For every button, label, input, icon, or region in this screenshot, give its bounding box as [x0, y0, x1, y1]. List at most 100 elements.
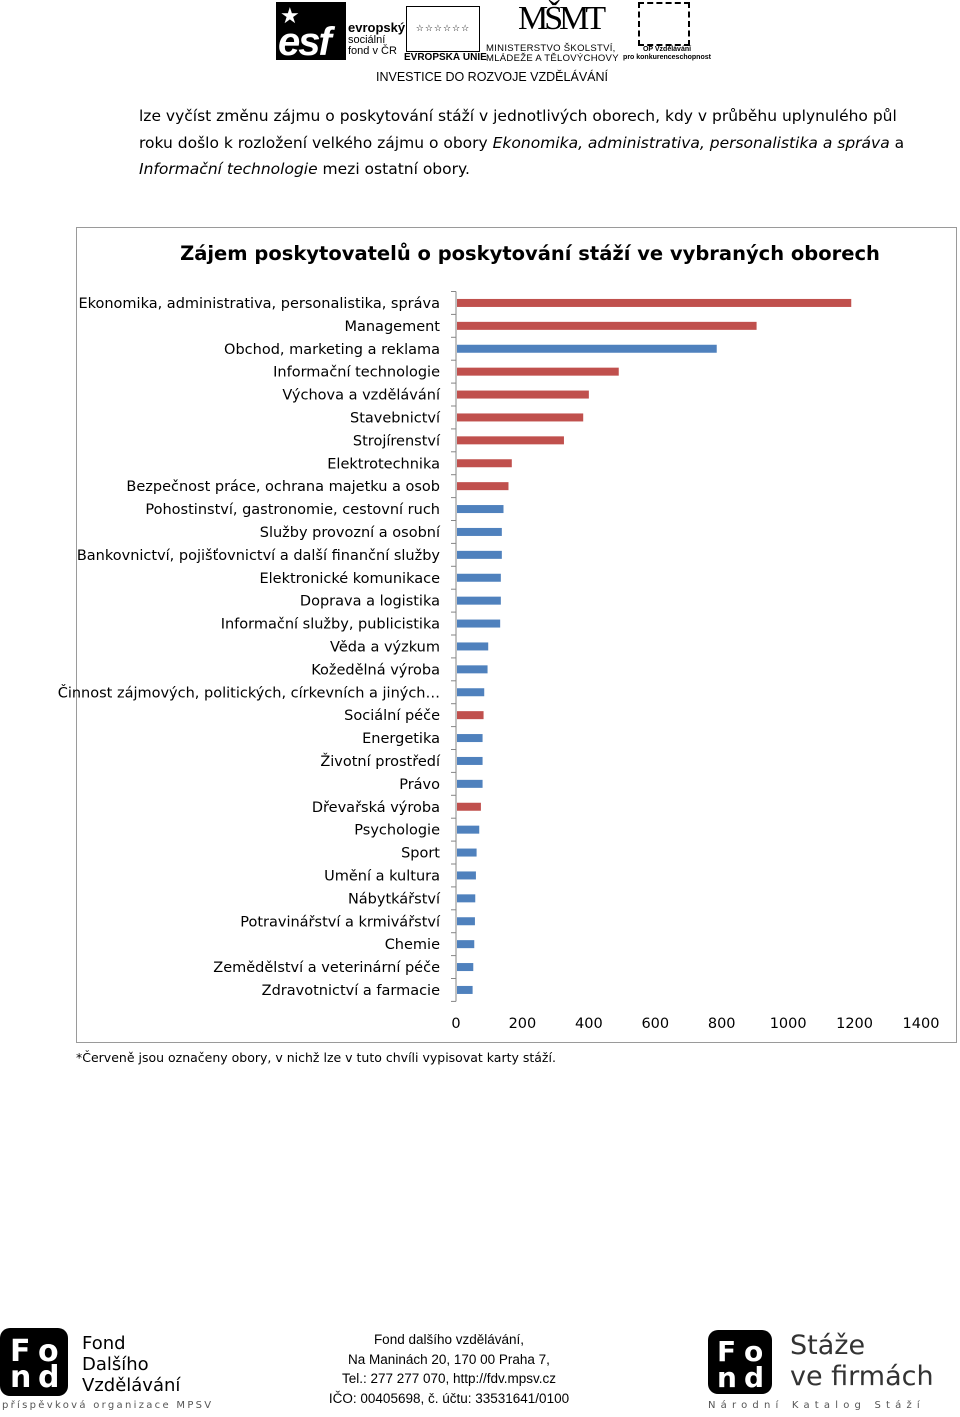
footer-address-line-1: Fond dalšího vzdělávání, — [373, 1332, 525, 1347]
bar — [457, 985, 473, 994]
invest-slogan: INVESTICE DO ROZVOJE VZDĚLÁVÁNÍ — [376, 70, 608, 84]
x-tick-label: 1200 — [836, 1016, 873, 1032]
esf-logo-letters: esf — [278, 20, 332, 64]
footer-address-line-4: IČO: 00405698, č. účtu: 33531641/0100 — [328, 1390, 570, 1406]
esf-text-line-1: evropský — [348, 20, 406, 35]
bar — [457, 940, 475, 949]
bar — [457, 298, 852, 307]
category-label: Management — [344, 319, 440, 335]
esf-text-line-2: sociální — [348, 34, 386, 46]
bar — [457, 894, 476, 903]
category-label: Pohostinství, gastronomie, cestovní ruch — [145, 502, 440, 518]
bar — [457, 527, 502, 536]
esf-logo-text: evropský sociální fond v ČR — [348, 20, 406, 57]
category-label: Věda a výzkum — [330, 639, 440, 655]
op-label-line-1: OP Vzdělávání — [642, 46, 692, 53]
fdv-word-2: Dalšího — [82, 1354, 149, 1375]
x-tick-label: 800 — [708, 1016, 736, 1032]
op-logo-icon — [638, 2, 690, 46]
bar — [457, 344, 717, 353]
bar — [457, 825, 480, 834]
category-label: Sociální péče — [344, 708, 440, 724]
category-label: Chemie — [385, 937, 440, 953]
bar — [457, 390, 589, 399]
chart-title: Zájem poskytovatelů o poskytování stáží … — [180, 242, 880, 265]
bar — [457, 756, 483, 765]
category-label: Zdravotnictví a farmacie — [262, 983, 440, 999]
category-label: Výchova a vzdělávání — [282, 388, 441, 404]
bar — [457, 779, 483, 788]
bar — [457, 459, 512, 468]
intro-italic-2: Informační technologie — [139, 160, 318, 178]
x-tick-label: 200 — [509, 1016, 537, 1032]
category-label: Stavebnictví — [350, 410, 441, 426]
eu-label: EVROPSKÁ UNIE — [404, 52, 487, 63]
bar-chart: Ekonomika, administrativa, personalistik… — [58, 291, 940, 1032]
esf-text-line-3: fond v ČR — [348, 45, 397, 57]
category-label: Informační technologie — [273, 365, 440, 381]
msmt-logo: MŠMT — [518, 0, 606, 37]
category-label: Dřevařská výroba — [312, 800, 440, 816]
bar — [457, 871, 476, 880]
category-label: Potravinářství a krmivářství — [240, 914, 441, 930]
category-label: Právo — [399, 777, 440, 793]
category-label: Nábytkářství — [348, 891, 441, 907]
intro-text-3: mezi ostatní obory. — [317, 160, 470, 178]
staze-word-2: ve firmách — [790, 1361, 934, 1392]
intro-text-1: lze vyčíst změnu zájmu o poskytování stá… — [139, 107, 897, 152]
footer-address: Fond dalšího vzdělávání, Na Maninách 20,… — [318, 1330, 580, 1408]
category-label: Strojírenství — [353, 433, 441, 449]
bar — [457, 963, 474, 972]
intro-paragraph: lze vyčíst změnu zájmu o poskytování stá… — [139, 103, 919, 183]
op-label-line-2: pro konkurenceschopnost — [623, 54, 711, 61]
bar — [457, 642, 489, 651]
bar — [457, 482, 509, 491]
category-label: Životní prostředí — [320, 752, 441, 770]
bar — [457, 665, 488, 674]
x-tick-label: 1000 — [770, 1016, 807, 1032]
fdv-word-3: Vzdělávání — [82, 1375, 181, 1396]
msmt-label-line-2: MLÁDEŽE A TĚLOVÝCHOVY — [486, 53, 619, 64]
header-logos: ★ esf evropský sociální fond v ČR ☆☆☆☆☆☆… — [270, 0, 712, 90]
msmt-label-line-1: MINISTERSTVO ŠKOLSTVÍ, — [486, 43, 616, 54]
bar — [457, 619, 501, 628]
x-tick-label: 1400 — [903, 1016, 940, 1032]
category-label: Ekonomika, administrativa, personalistik… — [78, 296, 440, 312]
x-tick-label: 600 — [641, 1016, 669, 1032]
category-label: Elektrotechnika — [327, 456, 440, 472]
staze-word-1: Stáže — [790, 1330, 866, 1361]
bar — [457, 848, 477, 857]
star-icon: ★ — [280, 4, 300, 29]
bar — [457, 596, 501, 605]
bar — [457, 413, 584, 422]
x-tick-label: 400 — [575, 1016, 603, 1032]
bar — [457, 550, 502, 559]
esf-logo: ★ esf — [276, 2, 346, 64]
chart-footnote: *Červeně jsou označeny obory, v nichž lz… — [76, 1050, 556, 1065]
msmt-label: MINISTERSTVO ŠKOLSTVÍ, MLÁDEŽE A TĚLOVÝC… — [486, 44, 619, 64]
bar — [457, 688, 485, 697]
category-label: Bezpečnost práce, ochrana majetku a osob — [126, 479, 440, 495]
category-label: Psychologie — [354, 823, 440, 839]
bar — [457, 321, 757, 330]
category-label: Energetika — [362, 731, 440, 747]
bar — [457, 573, 501, 582]
category-label: Umění a kultura — [324, 868, 440, 884]
category-label: Služby provozní a osobní — [260, 525, 441, 541]
op-label: OP Vzdělávání pro konkurenceschopnost — [622, 46, 712, 62]
bar — [457, 802, 481, 811]
eu-flag-icon: ☆☆☆☆☆☆ — [406, 6, 480, 52]
intro-italic-1: Ekonomika, administrativa, personalistik… — [492, 133, 890, 152]
staze-logo-words: Stáže ve firmách — [790, 1330, 934, 1392]
footer-address-line-2: Na Maninách 20, 170 00 Praha 7, — [348, 1351, 550, 1367]
fdv-subtitle: příspěvková organizace MPSV — [2, 1400, 214, 1411]
fdv-logo-words: Fond Dalšího Vzdělávání — [82, 1333, 180, 1396]
bar — [457, 917, 475, 926]
category-label: Informační služby, publicistika — [221, 617, 440, 633]
bar — [457, 436, 564, 445]
intro-text-2: a — [889, 133, 905, 152]
footer-address-line-3: Tel.: 277 277 070, http://fdv.mpsv.cz — [341, 1371, 557, 1386]
x-tick-label: 0 — [451, 1016, 460, 1032]
